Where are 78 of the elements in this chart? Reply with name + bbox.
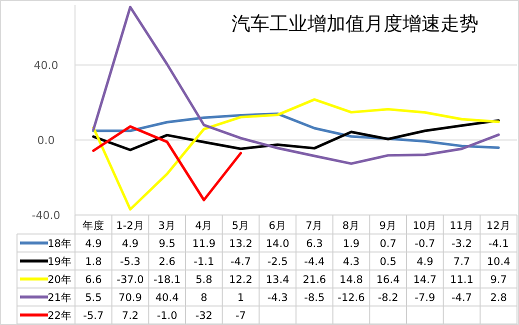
y-tick-label: 40.0 xyxy=(34,59,58,72)
data-label: 4.9 xyxy=(416,256,434,268)
x-tick-label: 7月 xyxy=(306,220,324,232)
data-label: -8.5 xyxy=(304,292,325,304)
data-label: -4.1 xyxy=(488,238,509,250)
legend-label: 20年 xyxy=(48,274,72,286)
data-label: 13.2 xyxy=(229,238,252,250)
data-label: 14.7 xyxy=(413,274,437,286)
data-label: 70.9 xyxy=(118,292,142,304)
line-series xyxy=(92,98,500,211)
data-label: 2.6 xyxy=(158,256,176,268)
data-label: 14.8 xyxy=(340,274,363,286)
data-label: -5.3 xyxy=(120,256,140,268)
line-series xyxy=(92,125,242,202)
data-label: -1.0 xyxy=(156,310,178,322)
data-label: 4.3 xyxy=(342,256,360,268)
data-label: -4.3 xyxy=(267,292,288,304)
data-label: 40.4 xyxy=(155,292,180,304)
data-label: 10.4 xyxy=(486,256,511,268)
data-label: -5.7 xyxy=(83,310,104,322)
x-tick-label: 5月 xyxy=(232,220,250,232)
data-label: -8.2 xyxy=(378,292,398,304)
data-label: 1.9 xyxy=(342,238,360,250)
y-tick-label: -40.0 xyxy=(32,209,60,222)
legend-label: 22年 xyxy=(48,310,72,322)
data-label: 9.5 xyxy=(158,238,176,250)
data-label: 14.0 xyxy=(266,238,290,250)
y-tick-label: 0.0 xyxy=(37,134,55,147)
data-label: 1.8 xyxy=(85,256,102,268)
data-label: 0.5 xyxy=(380,256,396,268)
data-label: -4.7 xyxy=(230,256,251,268)
data-label: -1.1 xyxy=(194,256,214,268)
legend-label: 18年 xyxy=(48,238,72,250)
data-label: 4.9 xyxy=(85,238,102,250)
data-label: -12.6 xyxy=(338,292,366,304)
data-label: 16.4 xyxy=(376,274,400,286)
data-label: -2.5 xyxy=(267,256,288,268)
data-label: 5.5 xyxy=(85,292,102,304)
x-tick-label: 4月 xyxy=(195,220,213,232)
data-label: 1 xyxy=(237,292,244,304)
x-tick-label: 1-2月 xyxy=(116,220,144,232)
data-label: -0.7 xyxy=(414,238,436,250)
legend-label: 19年 xyxy=(48,256,72,268)
data-label: -3.2 xyxy=(452,238,472,250)
data-label: 9.7 xyxy=(490,274,507,286)
data-label: 5.8 xyxy=(196,274,212,286)
x-tick-label: 8月 xyxy=(342,220,360,232)
data-label: -37.0 xyxy=(116,274,144,286)
x-tick-label: 年度 xyxy=(82,219,104,232)
data-label: -18.1 xyxy=(153,274,181,286)
data-label: 6.3 xyxy=(306,238,323,250)
x-tick-label: 12月 xyxy=(486,220,511,232)
data-label: 6.6 xyxy=(85,274,102,286)
data-label: 8 xyxy=(200,292,208,304)
line-series xyxy=(92,119,500,152)
x-tick-label: 6月 xyxy=(268,220,286,232)
data-label: 7.2 xyxy=(122,310,139,322)
x-tick-label: 10月 xyxy=(412,220,438,232)
legend-label: 21年 xyxy=(48,292,72,304)
data-label: 21.6 xyxy=(302,274,326,286)
data-label: 12.2 xyxy=(229,274,252,286)
data-label: 13.4 xyxy=(266,274,290,286)
x-tick-label: 11月 xyxy=(450,220,474,232)
data-label: 11.9 xyxy=(192,238,216,250)
data-label: 7.7 xyxy=(453,256,470,268)
data-label: -32 xyxy=(195,310,212,322)
data-label: -7.9 xyxy=(414,292,436,304)
chart-title: 汽车工业增加值月度增速走势 xyxy=(232,13,478,35)
x-tick-label: 3月 xyxy=(158,220,176,232)
data-label: 11.1 xyxy=(450,274,474,286)
x-tick-label: 9月 xyxy=(379,220,397,232)
data-label: -7 xyxy=(236,310,246,322)
data-label: 0.7 xyxy=(380,238,396,250)
data-label: 4.9 xyxy=(122,238,139,250)
data-label: -4.4 xyxy=(304,256,325,268)
line-series xyxy=(92,6,500,165)
data-label: 2.8 xyxy=(490,292,507,304)
data-label: -4.7 xyxy=(452,292,472,304)
